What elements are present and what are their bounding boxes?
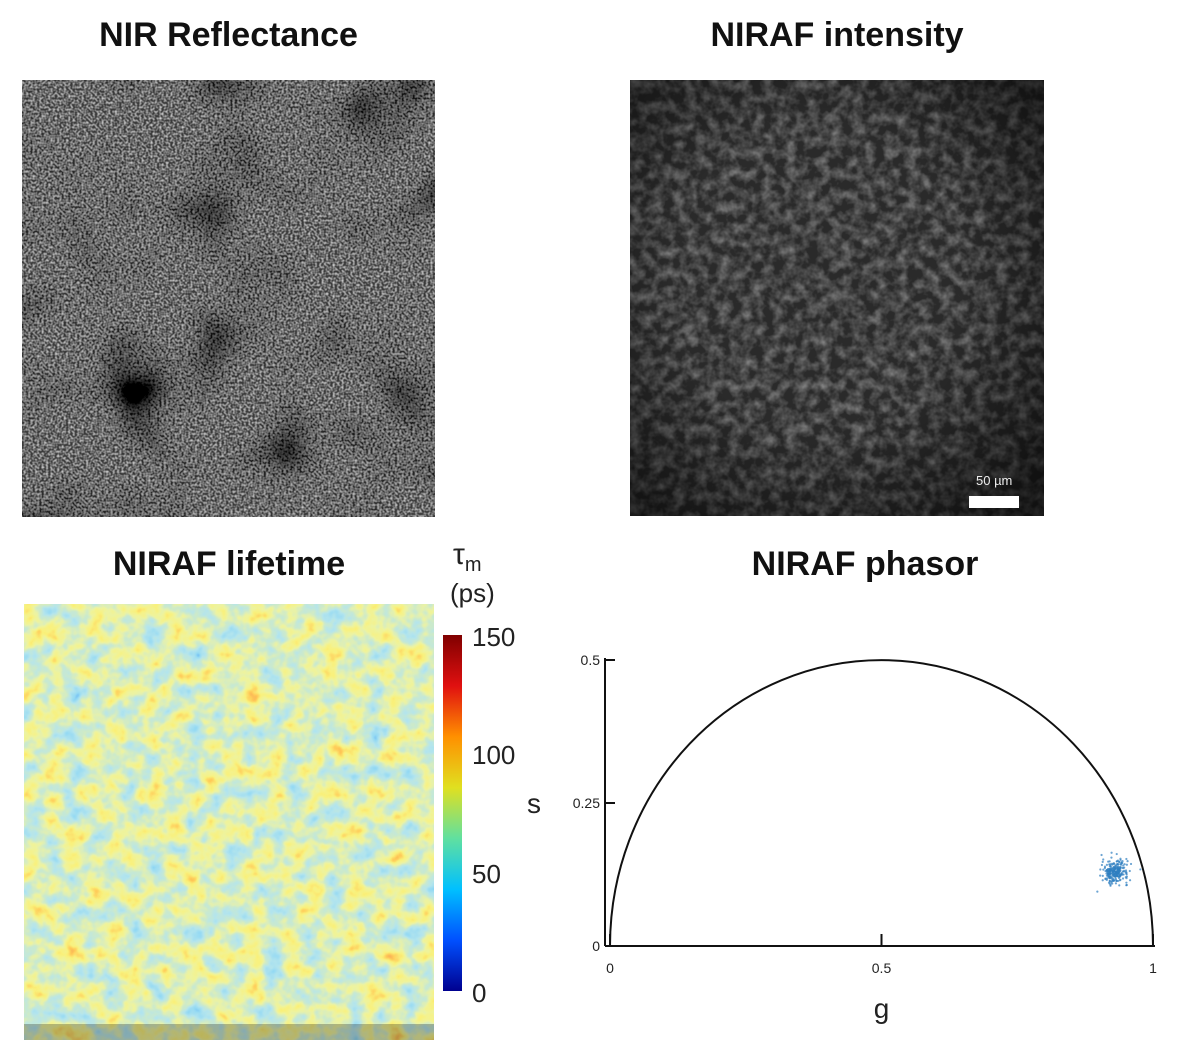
phasor-point <box>1109 866 1112 869</box>
scale-bar <box>969 496 1019 508</box>
phasor-point <box>1114 882 1118 885</box>
phasor-point <box>1129 862 1133 866</box>
phasor-point <box>1119 874 1122 877</box>
phasor-point <box>1113 875 1116 878</box>
x-axis-label: g <box>874 993 890 1024</box>
colorbar-tick: 0 <box>472 978 487 1008</box>
y-tick-label: 0.5 <box>581 652 601 668</box>
y-axis-label: s <box>527 788 541 819</box>
phasor-point <box>1124 869 1128 872</box>
phasor-point <box>1113 867 1116 871</box>
y-tick-label: 0.25 <box>573 795 600 811</box>
phasor-point <box>1125 857 1128 861</box>
phasor-point <box>1125 871 1128 874</box>
phasor-point <box>1119 862 1122 866</box>
phasor-point <box>1104 877 1107 880</box>
phasor-point <box>1125 883 1128 887</box>
phasor-point <box>1101 879 1104 882</box>
phasor-point <box>1113 873 1116 876</box>
phasor-point <box>1110 856 1113 859</box>
phasor-point <box>1101 860 1104 863</box>
phasor-point <box>1110 851 1113 854</box>
phasor-title: NIRAF phasor <box>751 545 979 583</box>
phasor-point <box>1114 878 1118 881</box>
phasor-point <box>1122 867 1125 870</box>
phasor-point <box>1122 870 1125 873</box>
phasor-point <box>1115 852 1118 856</box>
phasor-point <box>1116 870 1120 874</box>
phasor-point <box>1118 884 1121 887</box>
y-tick-label: 0 <box>592 938 600 954</box>
phasor-point <box>1122 873 1125 876</box>
phasor-point <box>1110 867 1114 870</box>
phasor-point <box>1119 878 1122 881</box>
phasor-point <box>1103 865 1107 868</box>
phasor-point <box>1099 868 1102 871</box>
phasor-point <box>1100 863 1104 867</box>
phasor-point <box>1116 863 1119 866</box>
phasor-point <box>1106 871 1109 874</box>
phasor-point <box>1121 877 1125 880</box>
colorbar-tick: 100 <box>472 740 516 770</box>
reflectance-title: NIR Reflectance <box>99 16 358 54</box>
phasor-point <box>1125 881 1128 884</box>
x-tick-label: 0.5 <box>872 960 892 976</box>
phasor-point <box>1120 872 1123 875</box>
phasor-point <box>1102 868 1105 871</box>
colorbar-unit: (ps) <box>450 578 495 608</box>
phasor-point <box>1117 868 1121 871</box>
x-tick-label: 0 <box>606 960 614 976</box>
phasor-point <box>1101 874 1104 877</box>
phasor-point <box>1110 862 1113 865</box>
phasor-point <box>1128 879 1132 882</box>
phasor-point <box>1119 858 1122 862</box>
phasor-point <box>1118 866 1121 869</box>
phasor-point <box>1105 878 1108 881</box>
phasor-point <box>1108 872 1111 875</box>
phasor-point <box>1096 890 1099 893</box>
phasor-point <box>1123 863 1126 866</box>
universal-semicircle <box>609 659 1154 947</box>
phasor-point <box>1115 860 1118 863</box>
phasor-point <box>1125 875 1128 878</box>
phasor-point <box>1109 883 1112 886</box>
phasor-point <box>1112 879 1115 882</box>
phasor-point <box>1116 865 1119 869</box>
colorbar-tick: 50 <box>472 859 501 889</box>
tau-symbol: τ <box>453 538 465 571</box>
phasor-point <box>1139 868 1142 871</box>
intensity-image: 50 µm <box>630 80 1044 516</box>
intensity-title: NIRAF intensity <box>710 16 964 54</box>
tau-subscript: m <box>464 554 482 576</box>
phasor-point <box>1111 882 1114 885</box>
x-tick-label: 1 <box>1149 960 1157 976</box>
phasor-point <box>1107 875 1110 879</box>
phasor-point <box>1111 862 1115 865</box>
lifetime-colorbar <box>443 635 462 991</box>
phasor-point <box>1102 858 1105 861</box>
phasor-point <box>1108 860 1111 863</box>
phasor-point <box>1117 879 1120 883</box>
phasor-point <box>1125 863 1128 866</box>
phasor-point <box>1099 874 1102 877</box>
colorbar-symbol: τm <box>453 538 482 577</box>
phasor-point <box>1105 863 1109 866</box>
phasor-point <box>1109 875 1112 879</box>
reflectance-image <box>22 80 435 517</box>
phasor-point <box>1122 864 1125 867</box>
lifetime-image <box>24 604 434 1040</box>
phasor-point <box>1112 869 1115 872</box>
phasor-point <box>1128 869 1131 873</box>
phasor-point <box>1100 853 1103 857</box>
lifetime-title: NIRAF lifetime <box>112 545 346 583</box>
phasor-point <box>1126 860 1129 863</box>
scale-bar-label: 50 µm <box>976 473 1013 488</box>
colorbar-tick: 150 <box>472 622 516 652</box>
